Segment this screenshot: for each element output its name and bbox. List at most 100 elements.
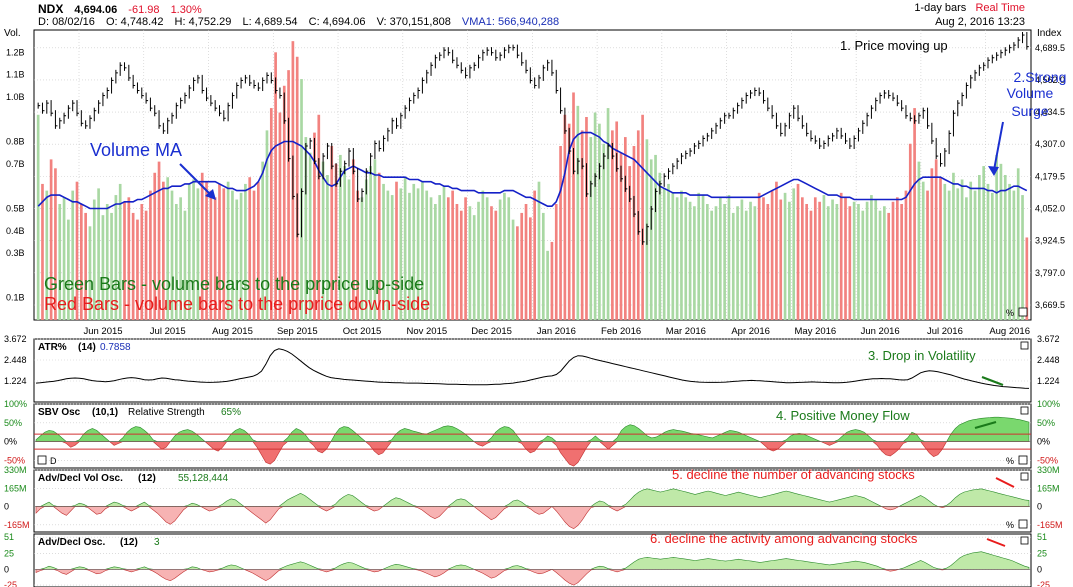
atr-frame xyxy=(33,338,1032,403)
volume-bar xyxy=(706,204,709,320)
volume-bar xyxy=(416,188,420,320)
high-value: 4,752.29 xyxy=(188,16,232,28)
volume-bar xyxy=(231,190,234,320)
x-tick-label: Jul 2016 xyxy=(927,326,963,337)
surge-arrow-head xyxy=(988,166,999,176)
date-value: 08/02/16 xyxy=(52,16,95,28)
sbv-tick-right: -50% xyxy=(1037,455,1058,465)
advdecl-vol-pct-toggle xyxy=(1018,519,1028,529)
volume-bar xyxy=(187,183,191,320)
volume-bar xyxy=(84,212,87,320)
high-label: H: xyxy=(174,16,186,28)
annotation-advancing-activity: 6. decline the activity among advancing … xyxy=(650,531,918,546)
volume-bar xyxy=(1012,190,1016,320)
volume-bar xyxy=(170,190,174,320)
volume-bar xyxy=(572,92,575,320)
volume-bar xyxy=(593,112,597,321)
volume-bar xyxy=(244,183,247,320)
volume-bar xyxy=(913,108,916,320)
volume-bar xyxy=(775,181,778,320)
advdecl-tick-left: 0 xyxy=(4,564,9,574)
volume-bar xyxy=(744,210,748,320)
money-flow-arrow-line xyxy=(974,420,997,430)
surge-arrow-line xyxy=(993,121,1004,171)
volume-tick-label: 1.2B xyxy=(6,47,25,57)
volume-bar xyxy=(917,161,921,320)
volume-bar xyxy=(395,181,398,320)
volume-bar xyxy=(516,226,519,320)
quote-line-2: D: 08/02/16 O: 4,748.42 H: 4,752.29 L: 4… xyxy=(38,16,559,28)
volume-bar xyxy=(563,114,567,321)
volume-bar xyxy=(671,192,675,320)
advdecl-value: 3 xyxy=(154,537,160,548)
sbv-title: SBV Osc xyxy=(38,407,81,418)
volume-bar xyxy=(701,195,705,320)
volume-bar xyxy=(205,181,208,320)
volume-bar xyxy=(585,117,588,320)
atr-tick-right: 2.448 xyxy=(1037,355,1060,365)
volume-axis-title: Vol. xyxy=(4,28,21,39)
x-tick-label: Aug 2015 xyxy=(212,326,253,337)
x-tick-label: Jun 2015 xyxy=(83,326,122,337)
volume-ma-arrow-head xyxy=(205,189,216,200)
volume-bar xyxy=(947,190,951,320)
volume-bar xyxy=(49,159,53,320)
volume-bar xyxy=(731,212,735,320)
advdecl-vol-tick-left: 0 xyxy=(4,502,9,512)
volume-bar xyxy=(520,212,524,320)
volume-bar xyxy=(965,197,968,320)
volume-bar xyxy=(421,181,424,320)
volume-bar xyxy=(654,154,657,320)
volume-bar xyxy=(321,161,325,320)
volume-ma-arrow-line xyxy=(179,163,213,197)
volume-bar xyxy=(481,190,485,320)
volume-bar xyxy=(852,201,856,320)
volume-bar xyxy=(895,197,899,320)
volume-tick-label: 0.4B xyxy=(6,226,25,236)
volume-bar xyxy=(282,85,286,321)
volume-bar xyxy=(472,215,476,320)
volume-bar xyxy=(818,201,821,320)
volume-bar xyxy=(559,146,562,320)
volume-bar xyxy=(675,197,679,320)
advdecl-vol-tick-right: -165M xyxy=(1037,520,1063,530)
advancing-activity-arrow-line xyxy=(986,538,1006,547)
volume-bar xyxy=(429,197,433,320)
volume-bar xyxy=(688,201,692,320)
volume-bar xyxy=(766,204,770,320)
volume-bar xyxy=(88,226,92,320)
volume-bar xyxy=(399,188,403,320)
volume-bar xyxy=(887,212,891,320)
volume-bar xyxy=(576,105,580,320)
volume-bar xyxy=(373,159,377,320)
volume-bar xyxy=(848,206,852,320)
volume-bar xyxy=(684,197,688,320)
volume-bar xyxy=(541,212,545,320)
volume-bar xyxy=(326,175,329,320)
x-tick-label: Dec 2015 xyxy=(471,326,512,337)
price-tick-label: 4,179.5 xyxy=(1035,171,1065,181)
vma-label: VMA1: xyxy=(461,16,495,28)
atr-line xyxy=(35,348,1030,389)
volume-bar xyxy=(606,108,610,320)
volume-bar xyxy=(386,190,390,320)
volume-bar xyxy=(114,195,118,320)
volume-bar xyxy=(736,206,739,320)
volume-bar xyxy=(649,159,653,320)
advdecl-vol-value: 55,128,444 xyxy=(178,473,228,484)
volume-bar xyxy=(200,172,204,320)
annotation-volatility-drop: 3. Drop in Volatility xyxy=(868,348,976,363)
volume-bar xyxy=(757,192,761,320)
volume-bar xyxy=(209,190,213,320)
volume-bar xyxy=(239,192,243,320)
volume-bar xyxy=(978,175,981,320)
volume-bar xyxy=(973,190,977,320)
atr-close-box xyxy=(1020,341,1029,350)
volume-bar xyxy=(1025,237,1029,320)
volume-tick-label: 1.0B xyxy=(6,92,25,102)
volume-bar xyxy=(304,137,308,320)
volume-bar xyxy=(127,197,131,320)
close-label: C: xyxy=(308,16,320,28)
last-price: 4,694.06 xyxy=(74,4,118,16)
